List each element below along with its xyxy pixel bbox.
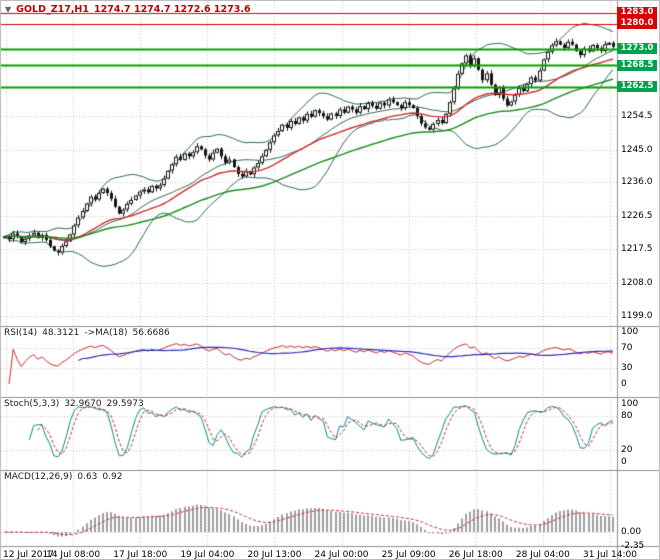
time-axis-label: 26 Jul 18:00 xyxy=(448,550,503,560)
chart-marker-icon: ▼ xyxy=(5,5,12,14)
time-axis-label: 12 Jul 2017 xyxy=(3,550,54,560)
price-axis-label: 1226.5 xyxy=(621,211,653,222)
macd-indicator-title: MACD(12,26,9) 0.63 0.92 xyxy=(4,472,122,483)
price-axis-label: 1208.0 xyxy=(621,278,653,289)
symbol-timeframe-label: GOLD_Z17,H1 xyxy=(16,4,89,15)
macd-axis-label: 0.00 xyxy=(621,527,642,537)
price-level-badge: 1280.0 xyxy=(617,18,657,30)
time-axis-label: 28 Jul 04:00 xyxy=(515,550,570,560)
rsi-indicator-title: RSI(14) 48.3121 ->MA(18) 56.6686 xyxy=(4,328,170,339)
rsi-axis-label: 70 xyxy=(621,342,633,353)
stoch-signal-value: 29.5973 xyxy=(106,399,144,409)
macd-main-value: 0.63 xyxy=(77,472,98,482)
price-level-badge: 1283.0 xyxy=(617,7,657,19)
macd-signal-value: 0.92 xyxy=(102,472,123,482)
time-axis-label: 24 Jul 00:00 xyxy=(314,550,369,560)
stoch-axis-label: 0 xyxy=(621,457,627,467)
price-level-badge: 1273.0 xyxy=(617,43,657,55)
time-axis-label: 20 Jul 13:00 xyxy=(247,550,302,560)
chart-title: ▼ GOLD_Z17,H1 1274.7 1274.7 1272.6 1273.… xyxy=(5,4,251,16)
price-axis-label: 1199.0 xyxy=(621,310,653,321)
stoch-label: Stoch(5,3,3) xyxy=(4,399,60,409)
price-axis-label: 1245.0 xyxy=(621,144,653,155)
macd-label: MACD(12,26,9) xyxy=(4,472,73,482)
rsi-ma-label: ->MA(18) xyxy=(84,328,128,338)
macd-axis-label: -2.35 xyxy=(621,541,645,551)
time-axis-label: 25 Jul 09:00 xyxy=(381,550,436,560)
time-axis-label: 14 Jul 08:00 xyxy=(46,550,101,560)
price-axis-label: 1254.5 xyxy=(621,110,653,121)
price-axis-label: 1217.5 xyxy=(621,243,653,254)
price-level-badge: 1262.5 xyxy=(617,81,657,93)
price-level-badge: 1268.5 xyxy=(617,59,657,71)
rsi-axis-label: 0 xyxy=(621,379,627,389)
rsi-ma-value: 56.6686 xyxy=(132,328,170,338)
rsi-label: RSI(14) xyxy=(4,328,38,338)
stoch-axis-label: 100 xyxy=(621,399,639,409)
time-axis-label: 31 Jul 14:00 xyxy=(582,550,637,560)
rsi-axis-label: 100 xyxy=(621,327,639,337)
price-axis-label: 1236.0 xyxy=(621,177,653,188)
stoch-axis-label: 80 xyxy=(621,410,633,421)
stoch-axis-label: 20 xyxy=(621,445,633,456)
ohlc-readout: 1274.7 1274.7 1272.6 1273.6 xyxy=(94,4,251,15)
rsi-axis-label: 30 xyxy=(621,363,633,374)
time-axis-label: 19 Jul 04:00 xyxy=(180,550,235,560)
rsi-value: 48.3121 xyxy=(42,328,80,338)
stochastic-indicator-title: Stoch(5,3,3) 32.9670 29.5973 xyxy=(4,399,144,410)
time-axis-label: 17 Jul 18:00 xyxy=(113,550,168,560)
stoch-main-value: 32.9670 xyxy=(64,399,102,409)
